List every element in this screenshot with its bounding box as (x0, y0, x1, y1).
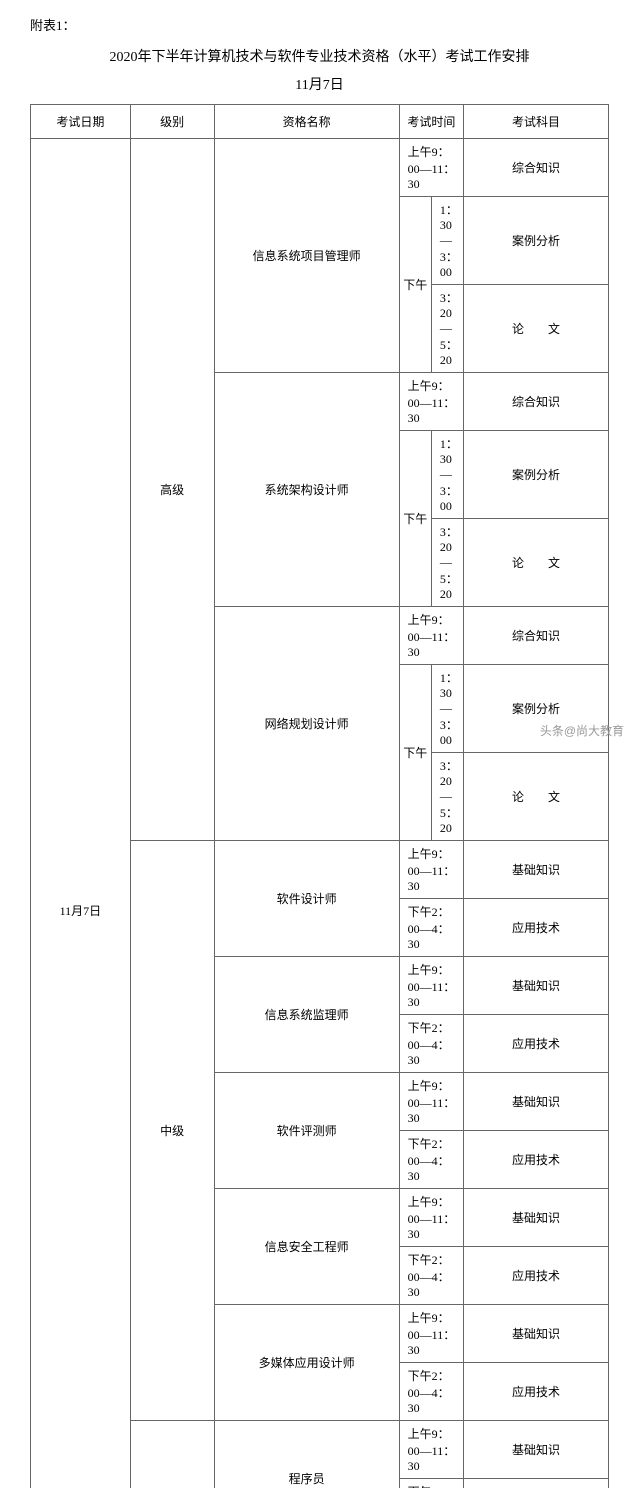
time-cell: 上午9：00—11：30 (399, 373, 463, 431)
header-row: 考试日期 级别 资格名称 考试时间 考试科目 (31, 105, 609, 139)
date-cell: 11月7日 (31, 139, 131, 1488)
time-cell: 上午9：00—11：30 (399, 1305, 463, 1363)
subject-cell: 论 文 (464, 753, 609, 841)
time-cell: 上午9：00—11：30 (399, 1073, 463, 1131)
header-date: 考试日期 (31, 105, 131, 139)
subject-cell: 案例分析 (464, 197, 609, 285)
time-cell: 下午2：00—4：30 (399, 1131, 463, 1189)
time-cell: 上午9：00—11：30 (399, 841, 463, 899)
header-level: 级别 (130, 105, 214, 139)
page-title: 2020年下半年计算机技术与软件专业技术资格（水平）考试工作安排 (30, 46, 609, 66)
subject-cell: 基础知识 (464, 1421, 609, 1479)
qualification-cell: 软件评测师 (214, 1073, 399, 1189)
subject-cell: 基础知识 (464, 1305, 609, 1363)
header-qualification: 资格名称 (214, 105, 399, 139)
subject-cell: 基础知识 (464, 957, 609, 1015)
qualification-cell: 多媒体应用设计师 (214, 1305, 399, 1421)
subject-cell: 综合知识 (464, 373, 609, 431)
header-time: 考试时间 (399, 105, 463, 139)
subject-cell: 综合知识 (464, 607, 609, 665)
subject-cell: 应用技术 (464, 1479, 609, 1488)
time-cell: 上午9：00—11：30 (399, 1421, 463, 1479)
time-label-cell: 下午 (399, 431, 431, 607)
subject-cell: 应用技术 (464, 1015, 609, 1073)
subject-cell: 应用技术 (464, 1131, 609, 1189)
time-cell: 上午9：00—11：30 (399, 139, 463, 197)
subject-cell: 论 文 (464, 519, 609, 607)
time-label-cell: 下午 (399, 665, 431, 841)
level-cell: 中级 (130, 841, 214, 1421)
time-label-cell: 下午 (399, 197, 431, 373)
time-cell: 上午9：00—11：30 (399, 607, 463, 665)
qualification-cell: 信息安全工程师 (214, 1189, 399, 1305)
header-subject: 考试科目 (464, 105, 609, 139)
time-cell: 下午2：00—4：30 (399, 1015, 463, 1073)
time-cell: 3：20—5：20 (431, 519, 463, 607)
schedule-table: 考试日期 级别 资格名称 考试时间 考试科目 11月7日 高级 信息系统项目管理… (30, 104, 609, 1488)
time-cell: 3：20—5：20 (431, 285, 463, 373)
attachment-label: 附表1： (30, 15, 609, 34)
qualification-cell: 信息系统项目管理师 (214, 139, 399, 373)
subject-cell: 应用技术 (464, 1363, 609, 1421)
time-cell: 上午9：00—11：30 (399, 957, 463, 1015)
qualification-cell: 软件设计师 (214, 841, 399, 957)
qualification-cell: 信息系统监理师 (214, 957, 399, 1073)
subject-cell: 应用技术 (464, 1247, 609, 1305)
level-cell: 初级 (130, 1421, 214, 1488)
qualification-cell: 系统架构设计师 (214, 373, 399, 607)
time-cell: 1：30—3：00 (431, 431, 463, 519)
subject-cell: 案例分析 (464, 431, 609, 519)
subject-cell: 基础知识 (464, 1189, 609, 1247)
time-cell: 1：30—3：00 (431, 197, 463, 285)
time-cell: 3：20—5：20 (431, 753, 463, 841)
subject-cell: 应用技术 (464, 899, 609, 957)
subject-cell: 论 文 (464, 285, 609, 373)
table-row: 11月7日 高级 信息系统项目管理师 上午9：00—11：30 综合知识 (31, 139, 609, 197)
time-cell: 上午9：00—11：30 (399, 1189, 463, 1247)
time-cell: 下午2：00—4：30 (399, 1247, 463, 1305)
subject-cell: 综合知识 (464, 139, 609, 197)
time-cell: 下午2：00—4：30 (399, 1363, 463, 1421)
qualification-cell: 网络规划设计师 (214, 607, 399, 841)
time-cell: 下午2：00—4：30 (399, 899, 463, 957)
subject-cell: 案例分析 (464, 665, 609, 753)
subject-cell: 基础知识 (464, 1073, 609, 1131)
level-cell: 高级 (130, 139, 214, 841)
time-cell: 1：30—3：00 (431, 665, 463, 753)
qualification-cell: 程序员 (214, 1421, 399, 1488)
time-cell: 下午2：00—4：30 (399, 1479, 463, 1488)
page-subtitle: 11月7日 (30, 74, 609, 94)
subject-cell: 基础知识 (464, 841, 609, 899)
watermark: 头条@尚大教育 (540, 722, 624, 739)
